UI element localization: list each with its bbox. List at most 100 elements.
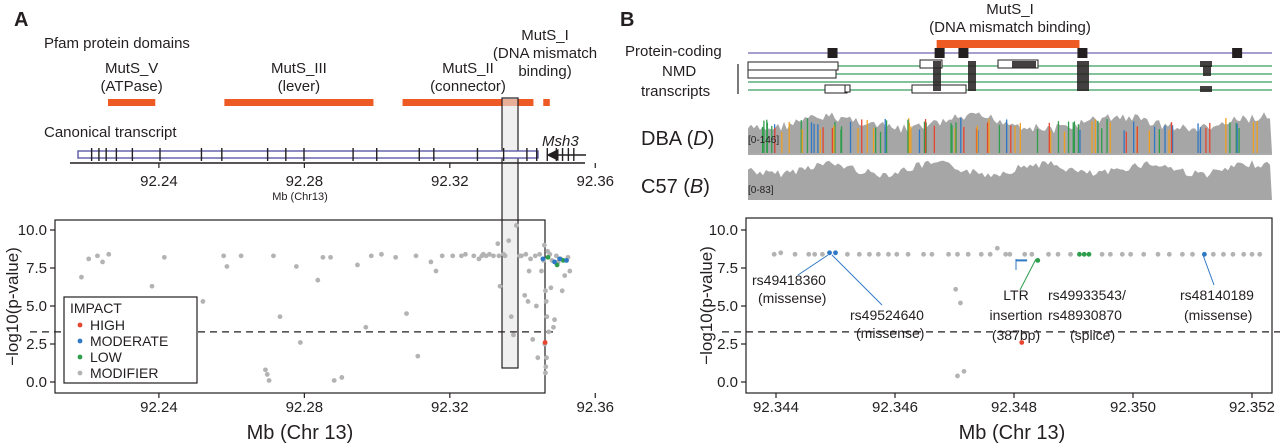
data-point-modifier xyxy=(994,245,1000,251)
data-point-modifier xyxy=(771,251,777,257)
data-point-modifier xyxy=(530,337,536,342)
nmd-exon xyxy=(933,61,941,91)
panel-a-manhattan-plot: 0.0 2.5 5.0 7.5 10.0 92.24 92.28 92.32 92.36 Mb (… xyxy=(3,219,614,444)
data-point-modifier xyxy=(439,253,445,259)
annot-rs49524640-note: (missense) xyxy=(856,325,924,341)
data-point-modifier xyxy=(149,283,155,289)
x-tick-label: 92.24 xyxy=(140,399,178,416)
data-point-modifier xyxy=(1179,251,1185,257)
data-point-modifier xyxy=(238,253,244,259)
x-tick-label: 92.348 xyxy=(991,399,1037,416)
pfam-domain-desc: (ATPase) xyxy=(101,78,163,95)
legend-marker xyxy=(77,370,83,376)
data-point-modifier xyxy=(562,273,568,278)
panel-a: A Pfam protein domains MutS_V(ATPase)Mut… xyxy=(3,9,614,444)
data-point-low xyxy=(1086,251,1092,257)
data-point-modifier xyxy=(497,283,503,289)
data-point-modifier xyxy=(161,254,167,260)
x-tick-label: 92.352 xyxy=(1229,399,1275,416)
data-point-modifier xyxy=(867,251,872,257)
data-point-modifier xyxy=(428,259,434,265)
data-point-modifier xyxy=(1210,251,1216,257)
data-point-modifier xyxy=(79,274,84,280)
data-point-modifier xyxy=(263,367,268,373)
y-tick-label: 5.0 xyxy=(717,298,738,315)
data-point-modifier xyxy=(293,264,299,269)
legend-title: IMPACT xyxy=(70,300,122,316)
y-tick-label: 7.5 xyxy=(26,260,47,277)
nmd-label: NMD xyxy=(662,63,696,80)
data-point-modifier xyxy=(1141,251,1147,257)
annot-ltr-note: insertion xyxy=(990,307,1043,323)
pfam-domain-name: MutS_III xyxy=(271,60,327,77)
x-tick-label: 92.346 xyxy=(872,399,918,416)
data-point-moderate xyxy=(1202,251,1207,257)
data-point-modifier xyxy=(905,251,911,257)
data-point-modifier xyxy=(459,253,464,259)
y-tick-label: 10.0 xyxy=(709,222,738,239)
data-point-modifier xyxy=(1007,251,1013,257)
annot-ltr-id: LTR xyxy=(1003,287,1028,303)
dba-range: [0-146] xyxy=(748,135,779,146)
data-point-modifier xyxy=(106,251,112,257)
data-point-modifier xyxy=(266,378,272,383)
data-point-modifier xyxy=(539,268,544,274)
legend-marker xyxy=(77,354,83,360)
annot-leader-splice xyxy=(1019,258,1037,291)
annot-rs49524640-id: rs49524640 xyxy=(850,307,924,323)
data-point-modifier xyxy=(812,251,818,257)
data-point-modifier xyxy=(355,262,360,268)
data-point-modifier xyxy=(955,251,960,257)
data-point-modifier xyxy=(339,375,345,380)
annot-rs48140189-note: (missense) xyxy=(1184,307,1252,323)
y-tick-label: 2.5 xyxy=(26,336,47,353)
annot-rs49418360-note: (missense) xyxy=(758,290,826,306)
dba-coverage xyxy=(748,112,1272,153)
y-tick-label: 5.0 xyxy=(26,298,47,315)
gene-axis-label: Mb (Chr13) xyxy=(272,191,328,203)
gene-label: Msh3 xyxy=(542,133,579,150)
data-point-modifier xyxy=(544,355,549,361)
mutsi-highlight-box xyxy=(501,97,519,369)
coding-exon xyxy=(1232,48,1243,58)
legend-marker xyxy=(77,338,83,344)
data-point-modifier xyxy=(541,242,547,248)
data-point-modifier xyxy=(778,250,784,256)
data-point-modifier xyxy=(522,292,528,298)
data-point-modifier xyxy=(379,251,384,257)
y-tick-label: 0.0 xyxy=(26,374,47,391)
data-point-modifier xyxy=(463,251,468,257)
x-axis-label: Mb (Chr 13) xyxy=(959,422,1066,444)
x-tick-label: 92.36 xyxy=(576,399,614,416)
data-point-modifier xyxy=(946,251,951,257)
pfam-heading: Pfam protein domains xyxy=(44,35,190,52)
data-point-modifier xyxy=(495,241,501,247)
data-point-modifier xyxy=(1257,251,1263,257)
data-point-modifier xyxy=(502,253,508,259)
panel-b-manhattan-plot: 0.0 2.5 5.0 7.5 10.0 92.344 92.346 92.348 92.350… xyxy=(697,217,1280,444)
data-point-modifier xyxy=(100,259,105,265)
nmd-exon xyxy=(1077,61,1089,91)
data-point-low xyxy=(545,254,551,260)
data-point-modifier xyxy=(86,256,92,262)
data-point-modifier xyxy=(978,251,984,257)
data-point-modifier xyxy=(519,253,524,259)
c57-range: [0-83] xyxy=(748,185,774,196)
nmd-exon xyxy=(1200,86,1212,92)
data-point-modifier xyxy=(1190,251,1195,257)
mutsi-name: MutS_I xyxy=(986,1,1034,18)
coding-exon xyxy=(827,48,838,58)
y-tick-label: 2.5 xyxy=(717,336,738,353)
data-point-modifier xyxy=(496,253,502,259)
data-point-modifier xyxy=(363,324,369,330)
x-tick-label: 92.32 xyxy=(431,399,469,416)
data-point-modifier xyxy=(544,314,550,320)
data-point-modifier xyxy=(1107,251,1113,257)
noncoding-exon-box xyxy=(747,69,837,79)
data-point-modifier xyxy=(958,300,963,306)
data-point-modifier xyxy=(508,314,514,320)
data-point-modifier xyxy=(264,372,270,377)
data-point-modifier xyxy=(921,251,926,257)
mutsi-domain-bar xyxy=(936,40,1080,48)
data-point-modifier xyxy=(1221,251,1226,257)
